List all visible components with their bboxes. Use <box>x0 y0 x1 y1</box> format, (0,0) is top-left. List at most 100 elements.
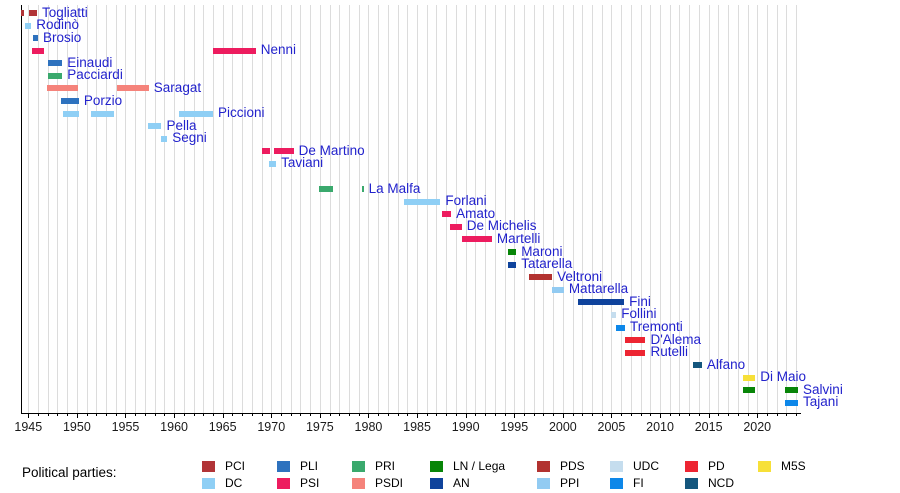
person-label: Porzio <box>83 92 123 108</box>
term-bar <box>63 110 79 117</box>
legend-label-NCD: NCD <box>708 476 734 490</box>
axis-tick <box>271 413 273 418</box>
legend-swatch-DC <box>202 478 215 489</box>
axis-tick <box>183 413 185 416</box>
axis-tick-label: 2010 <box>646 420 674 434</box>
axis-tick <box>407 413 409 416</box>
axis-tick <box>135 413 137 416</box>
year-gridline <box>630 5 632 413</box>
axis-tick <box>533 413 535 416</box>
term-bar <box>785 387 799 394</box>
year-gridline <box>698 5 700 413</box>
axis-tick <box>718 413 720 416</box>
axis-tick <box>319 413 321 418</box>
year-gridline <box>251 5 253 413</box>
term-bar <box>625 349 646 356</box>
axis-tick-label: 1990 <box>451 420 480 434</box>
axis-tick-label: 1965 <box>208 420 237 434</box>
axis-tick <box>232 413 234 416</box>
year-gridline <box>562 5 564 413</box>
year-gridline <box>368 5 370 413</box>
axis-tick <box>426 413 428 416</box>
axis-tick-label: 2005 <box>597 420 626 434</box>
year-gridline <box>465 5 467 413</box>
year-gridline <box>601 5 603 413</box>
axis-tick-label: 1960 <box>160 420 188 434</box>
term-bar <box>318 186 334 193</box>
axis-tick-label: 1985 <box>403 420 431 434</box>
year-gridline <box>290 5 292 413</box>
year-gridline <box>485 5 487 413</box>
axis-tick <box>261 413 263 416</box>
axis-tick <box>47 413 49 416</box>
term-bar <box>47 60 63 67</box>
axis-tick <box>387 413 389 416</box>
year-gridline <box>455 5 457 413</box>
term-bar <box>404 198 441 205</box>
term-bar <box>742 387 756 394</box>
year-gridline <box>621 5 623 413</box>
term-bar <box>361 186 364 193</box>
year-gridline <box>679 5 681 413</box>
axis-tick-label: 1980 <box>354 420 383 434</box>
axis-tick <box>475 413 477 416</box>
year-gridline <box>592 5 593 413</box>
year-gridline <box>660 5 662 413</box>
year-gridline <box>232 5 234 413</box>
year-gridline <box>349 5 351 413</box>
year-gridline <box>417 5 419 413</box>
axis-tick <box>640 413 642 416</box>
axis-tick <box>368 413 370 418</box>
legend-label-AN: AN <box>453 476 470 490</box>
term-bar <box>578 299 625 306</box>
year-gridline <box>572 5 574 413</box>
term-bar <box>442 211 452 218</box>
axis-tick <box>154 413 156 416</box>
term-bar <box>147 123 162 130</box>
term-bar <box>450 223 462 230</box>
axis-tick <box>300 413 302 416</box>
axis-tick <box>582 413 584 416</box>
year-gridline <box>319 5 321 413</box>
person-label: Rutelli <box>650 344 688 360</box>
axis-tick-label: 2015 <box>694 420 723 434</box>
term-bar <box>269 160 277 167</box>
person-label: Pella <box>166 117 197 133</box>
axis-tick <box>290 413 292 416</box>
legend-label-PD: PD <box>708 459 725 473</box>
legend-label-PRI: PRI <box>375 459 396 473</box>
axis-tick <box>611 413 613 418</box>
year-gridline <box>222 5 224 413</box>
axis-tick <box>212 413 214 416</box>
year-gridline <box>115 5 117 413</box>
person-label: Segni <box>172 130 207 146</box>
year-gridline <box>757 5 759 413</box>
axis-tick <box>115 413 117 416</box>
year-gridline <box>776 5 778 413</box>
year-gridline <box>47 5 49 413</box>
person-label: Taviani <box>281 155 324 171</box>
legend-label-PCI: PCI <box>225 459 246 473</box>
term-bar <box>161 135 168 142</box>
year-gridline <box>669 5 671 413</box>
legend-swatch-AN <box>430 478 443 489</box>
legend-label-FI: FI <box>633 476 644 490</box>
axis-tick <box>106 413 108 416</box>
year-gridline <box>378 5 380 413</box>
axis-tick <box>465 413 467 418</box>
person-label: Pacciardi <box>67 67 123 83</box>
year-gridline <box>436 5 438 413</box>
axis-tick <box>76 413 78 418</box>
axis-tick <box>728 413 730 416</box>
year-gridline <box>689 5 691 413</box>
term-bar <box>528 274 553 281</box>
axis-tick <box>222 413 224 418</box>
axis-tick <box>485 413 487 416</box>
person-label: Salvini <box>803 381 843 397</box>
person-label: Tajani <box>803 394 839 410</box>
axis-tick <box>358 413 360 416</box>
year-gridline <box>135 5 137 413</box>
axis-tick <box>698 413 700 416</box>
term-bar <box>552 286 564 293</box>
term-bar <box>47 72 63 79</box>
